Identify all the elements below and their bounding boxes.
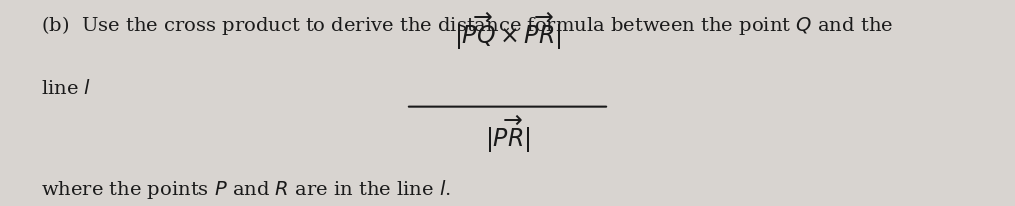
Text: line $l$: line $l$: [41, 78, 90, 97]
Text: $|\overrightarrow{PR}|$: $|\overrightarrow{PR}|$: [485, 113, 530, 154]
Text: (b)  Use the cross product to derive the distance formula between the point $Q$ : (b) Use the cross product to derive the …: [41, 14, 893, 37]
Text: $|\overrightarrow{PQ} \times \overrightarrow{PR}|$: $|\overrightarrow{PQ} \times \overrighta…: [454, 11, 561, 52]
Text: where the points $P$ and $R$ are in the line $l$.: where the points $P$ and $R$ are in the …: [41, 177, 451, 200]
